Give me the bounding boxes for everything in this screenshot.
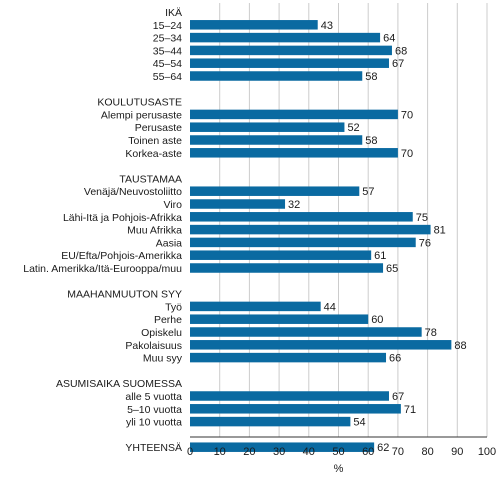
bar [190, 224, 431, 235]
category-label: 35–44 [153, 45, 182, 57]
category-label: 45–54 [153, 58, 182, 70]
x-tick-label: 50 [332, 446, 344, 458]
bar [190, 237, 416, 248]
x-axis-label: % [334, 463, 344, 475]
category-label: 55–64 [153, 71, 182, 83]
data-label: 66 [389, 353, 401, 365]
bar [190, 263, 384, 273]
category-label: Latin. Amerikka/Itä-Eurooppa/muu [23, 263, 182, 275]
data-label: 32 [288, 199, 300, 211]
data-label: 67 [392, 391, 404, 403]
category-label: 25–34 [153, 33, 182, 45]
category-label: Lähi-Itä ja Pohjois-Afrikka [63, 212, 182, 224]
data-label: 44 [324, 301, 336, 313]
bar [190, 442, 375, 452]
data-label: 81 [434, 225, 446, 237]
data-label: 58 [365, 71, 377, 83]
x-tick-label: 30 [273, 446, 285, 458]
bar [190, 327, 422, 337]
bar [190, 109, 398, 120]
group-heading: TAUSTAMAA [119, 173, 182, 185]
x-tick-label: 20 [243, 446, 255, 458]
bar [190, 404, 401, 414]
data-label: 68 [395, 45, 407, 57]
bar [190, 212, 413, 222]
data-label: 52 [347, 122, 359, 134]
bar [190, 352, 387, 363]
category-label: Pakolaisuus [125, 340, 182, 352]
data-label: 58 [365, 135, 377, 147]
data-label: 67 [392, 58, 404, 70]
bar [190, 122, 345, 132]
category-label: Aasia [156, 237, 182, 249]
bar [190, 20, 318, 30]
category-label: Muu syy [143, 353, 183, 365]
data-label: 75 [416, 212, 428, 224]
bar [190, 416, 351, 427]
x-tick-label: 0 [187, 446, 193, 458]
category-label: Perusaste [135, 122, 182, 134]
data-label: 78 [425, 327, 437, 339]
bar [190, 314, 369, 324]
group-heading: MAAHANMUUTON SYY [67, 289, 182, 301]
category-label: Muu Afrikka [127, 225, 182, 237]
group-heading: IKÄ [165, 7, 182, 19]
category-label: YHTEENSÄ [125, 442, 182, 454]
bar [190, 58, 389, 68]
x-tick-label: 40 [303, 446, 315, 458]
group-heading: KOULUTUSASTE [97, 97, 182, 109]
bar [190, 45, 392, 56]
data-label: 57 [362, 186, 374, 198]
bar [190, 340, 452, 350]
data-label: 60 [371, 314, 383, 326]
bar [190, 71, 363, 81]
data-label: 62 [377, 442, 389, 454]
bar [190, 199, 286, 209]
category-label: Toinen aste [128, 135, 182, 147]
bar [190, 186, 360, 196]
category-label: Korkea-aste [125, 148, 182, 160]
data-label: 88 [454, 340, 466, 352]
data-label: 70 [401, 109, 413, 121]
bar [190, 250, 372, 260]
x-tick-label: 80 [421, 446, 433, 458]
data-label: 43 [321, 20, 333, 32]
x-tick-label: 70 [392, 446, 404, 458]
category-label: Työ [165, 301, 182, 313]
data-label: 76 [419, 237, 431, 249]
category-label: Venäjä/Neuvostoliitto [84, 186, 182, 198]
bar [190, 391, 389, 401]
category-label: 15–24 [153, 20, 182, 32]
data-label: 64 [383, 33, 395, 45]
data-label: 71 [404, 404, 416, 416]
group-heading: ASUMISAIKA SUOMESSA [56, 378, 182, 390]
category-label: EU/Efta/Pohjois-Amerikka [61, 250, 182, 262]
category-label: Opiskelu [141, 327, 182, 339]
category-label: yli 10 vuotta [126, 417, 182, 429]
category-label: Alempi perusaste [101, 109, 182, 121]
data-label: 54 [353, 417, 365, 429]
x-tick-label: 10 [214, 446, 226, 458]
category-label: 5–10 vuotta [127, 404, 182, 416]
data-label: 70 [401, 148, 413, 160]
category-label: Viro [164, 199, 183, 211]
bar [190, 32, 381, 43]
data-label: 65 [386, 263, 398, 275]
bar [190, 135, 363, 145]
x-tick-label: 90 [451, 446, 463, 458]
x-tick-label: 100 [478, 446, 496, 458]
category-label: alle 5 vuotta [125, 391, 182, 403]
category-label: Perhe [154, 314, 182, 326]
data-label: 61 [374, 250, 386, 262]
bar [190, 148, 398, 158]
x-tick-label: 60 [362, 446, 374, 458]
bar [190, 301, 321, 312]
